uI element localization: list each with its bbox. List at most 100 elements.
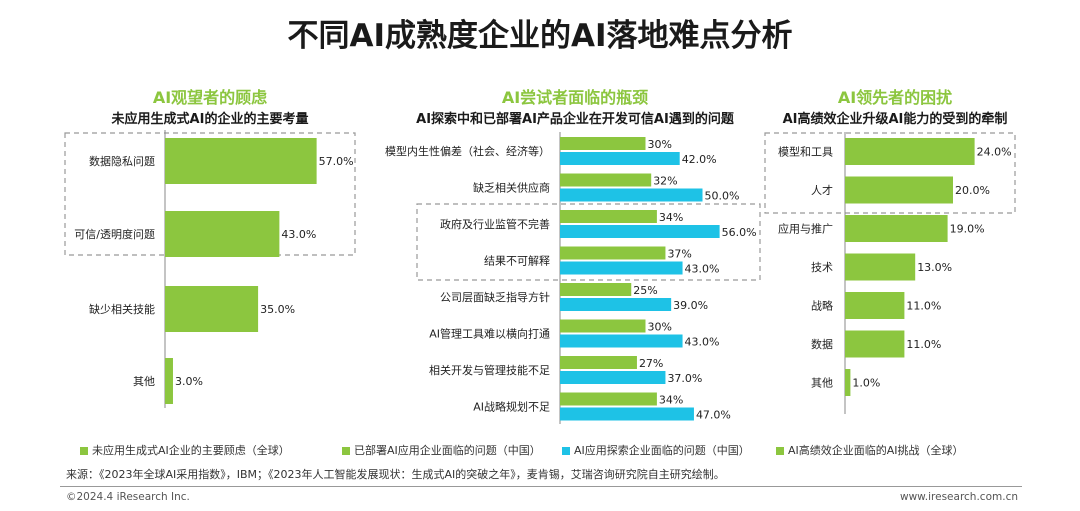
category-label: 其他 (133, 375, 155, 388)
data-label: 39.0% (673, 299, 708, 312)
category-label: 结果不可解释 (484, 254, 550, 268)
category-label: 可信/透明度问题 (74, 227, 155, 241)
category-label: 缺少相关技能 (89, 302, 155, 316)
data-label: 37% (667, 248, 691, 261)
data-label: 42.0% (682, 153, 717, 166)
category-label: 缺乏相关供应商 (473, 181, 550, 195)
data-label: 24.0% (977, 146, 1012, 159)
bar (845, 253, 916, 281)
legend-item-1: 未应用生成式AI企业的主要顾虑（全球） (80, 442, 290, 458)
bar (845, 176, 953, 204)
bar-deployed (560, 392, 657, 406)
data-label: 57.0% (319, 155, 354, 168)
legend-swatch-green-icon (80, 447, 88, 455)
bar (845, 292, 905, 319)
data-label: 27% (639, 357, 663, 370)
data-label: 25% (633, 284, 657, 297)
bar-deployed (560, 246, 666, 260)
bar (165, 286, 259, 332)
footer-divider (60, 486, 1022, 487)
data-label: 11.0% (906, 300, 941, 313)
bar (165, 138, 317, 184)
bar-exploring (560, 188, 703, 202)
category-label: 数据 (811, 337, 833, 351)
bar-deployed (560, 319, 646, 333)
panel-2-subtitle: AI探索中和已部署AI产品企业在开发可信AI遇到的问题 (416, 112, 734, 127)
data-label: 47.0% (696, 409, 731, 422)
panel-3-title: AI领先者的困扰 (837, 88, 953, 107)
category-label: 战略 (811, 299, 833, 313)
category-label: AI管理工具难以横向打通 (429, 327, 550, 341)
data-label: 19.0% (950, 223, 985, 236)
bar (845, 138, 975, 165)
bar (845, 330, 905, 358)
data-label: 50.0% (705, 190, 740, 203)
data-label: 35.0% (260, 303, 295, 316)
legend-swatch-green-icon (342, 447, 350, 455)
category-label: 人才 (811, 183, 833, 197)
panel-1-subtitle: 未应用生成式AI的企业的主要考量 (111, 112, 309, 127)
bar-deployed (560, 283, 632, 296)
category-label: AI战略规划不足 (473, 400, 550, 414)
page-title: 不同AI成熟度企业的AI落地难点分析 (287, 18, 793, 54)
bar-exploring (560, 152, 680, 165)
bar-deployed (560, 173, 652, 187)
bar-exploring (560, 407, 694, 421)
category-label: 模型内生性偏差（社会、经济等） (385, 144, 550, 158)
bar-exploring (560, 371, 666, 384)
category-label: 政府及行业监管不完善 (440, 217, 550, 231)
bar-deployed (560, 210, 657, 223)
category-label: 应用与推广 (778, 222, 833, 236)
data-label: 34% (659, 211, 683, 224)
data-label: 43.0% (685, 263, 720, 276)
highlight-box (416, 203, 761, 281)
legend-item-3: AI应用探索企业面临的问题（中国） (562, 442, 750, 458)
data-label: 43.0% (685, 336, 720, 349)
legend-label: AI高绩效企业面临的AI挑战（全球） (788, 444, 964, 457)
category-label: 数据隐私问题 (89, 154, 155, 168)
data-label: 3.0% (175, 375, 203, 388)
bar-deployed (560, 137, 646, 150)
bar (165, 211, 280, 257)
data-label: 11.0% (906, 338, 941, 351)
data-label: 43.0% (281, 228, 316, 241)
legend-swatch-green-icon (776, 447, 784, 455)
category-label: 技术 (811, 261, 833, 274)
highlight-box (764, 132, 1016, 214)
website-url: www.iresearch.com.cn (899, 491, 1018, 503)
bar-deployed (560, 356, 637, 369)
data-label: 13.0% (917, 261, 952, 274)
bar-exploring (560, 261, 683, 275)
highlight-box (64, 132, 356, 256)
copyright: ©2024.4 iResearch Inc. (66, 491, 190, 503)
category-label: 公司层面缺乏指导方针 (440, 290, 550, 304)
panel-3-subtitle: AI高绩效企业升级AI能力的受到的牵制 (782, 112, 1008, 127)
data-label: 37.0% (667, 372, 702, 385)
data-label: 20.0% (955, 184, 990, 197)
legend-label: 已部署AI应用企业面临的问题（中国） (354, 444, 541, 457)
bar-exploring (560, 334, 683, 348)
category-label: 模型和工具 (778, 145, 833, 159)
bar (845, 215, 948, 242)
category-label: 相关开发与管理技能不足 (429, 363, 550, 377)
data-label: 30% (648, 138, 672, 151)
legend-label: AI应用探索企业面临的问题（中国） (574, 444, 750, 457)
legend-item-2: 已部署AI应用企业面临的问题（中国） (342, 442, 541, 458)
data-label: 1.0% (852, 377, 880, 390)
bar (165, 358, 173, 404)
panel-1-title: AI观望者的顾虑 (152, 88, 268, 107)
bar-exploring (560, 298, 672, 311)
legend-label: 未应用生成式AI企业的主要顾虑（全球） (92, 444, 290, 457)
legend-item-4: AI高绩效企业面临的AI挑战（全球） (776, 442, 964, 458)
legend-swatch-cyan-icon (562, 447, 570, 455)
source-note: 来源：《2023年全球AI采用指数》，IBM；《2023年人工智能发展现状：生成… (66, 468, 725, 481)
panel-2-title: AI尝试者面临的瓶颈 (501, 88, 649, 107)
data-label: 34% (659, 394, 683, 407)
bar-exploring (560, 225, 720, 238)
category-label: 其他 (811, 377, 833, 390)
data-label: 32% (653, 175, 677, 188)
data-label: 56.0% (722, 226, 757, 239)
data-label: 30% (648, 321, 672, 334)
bar (845, 369, 851, 396)
